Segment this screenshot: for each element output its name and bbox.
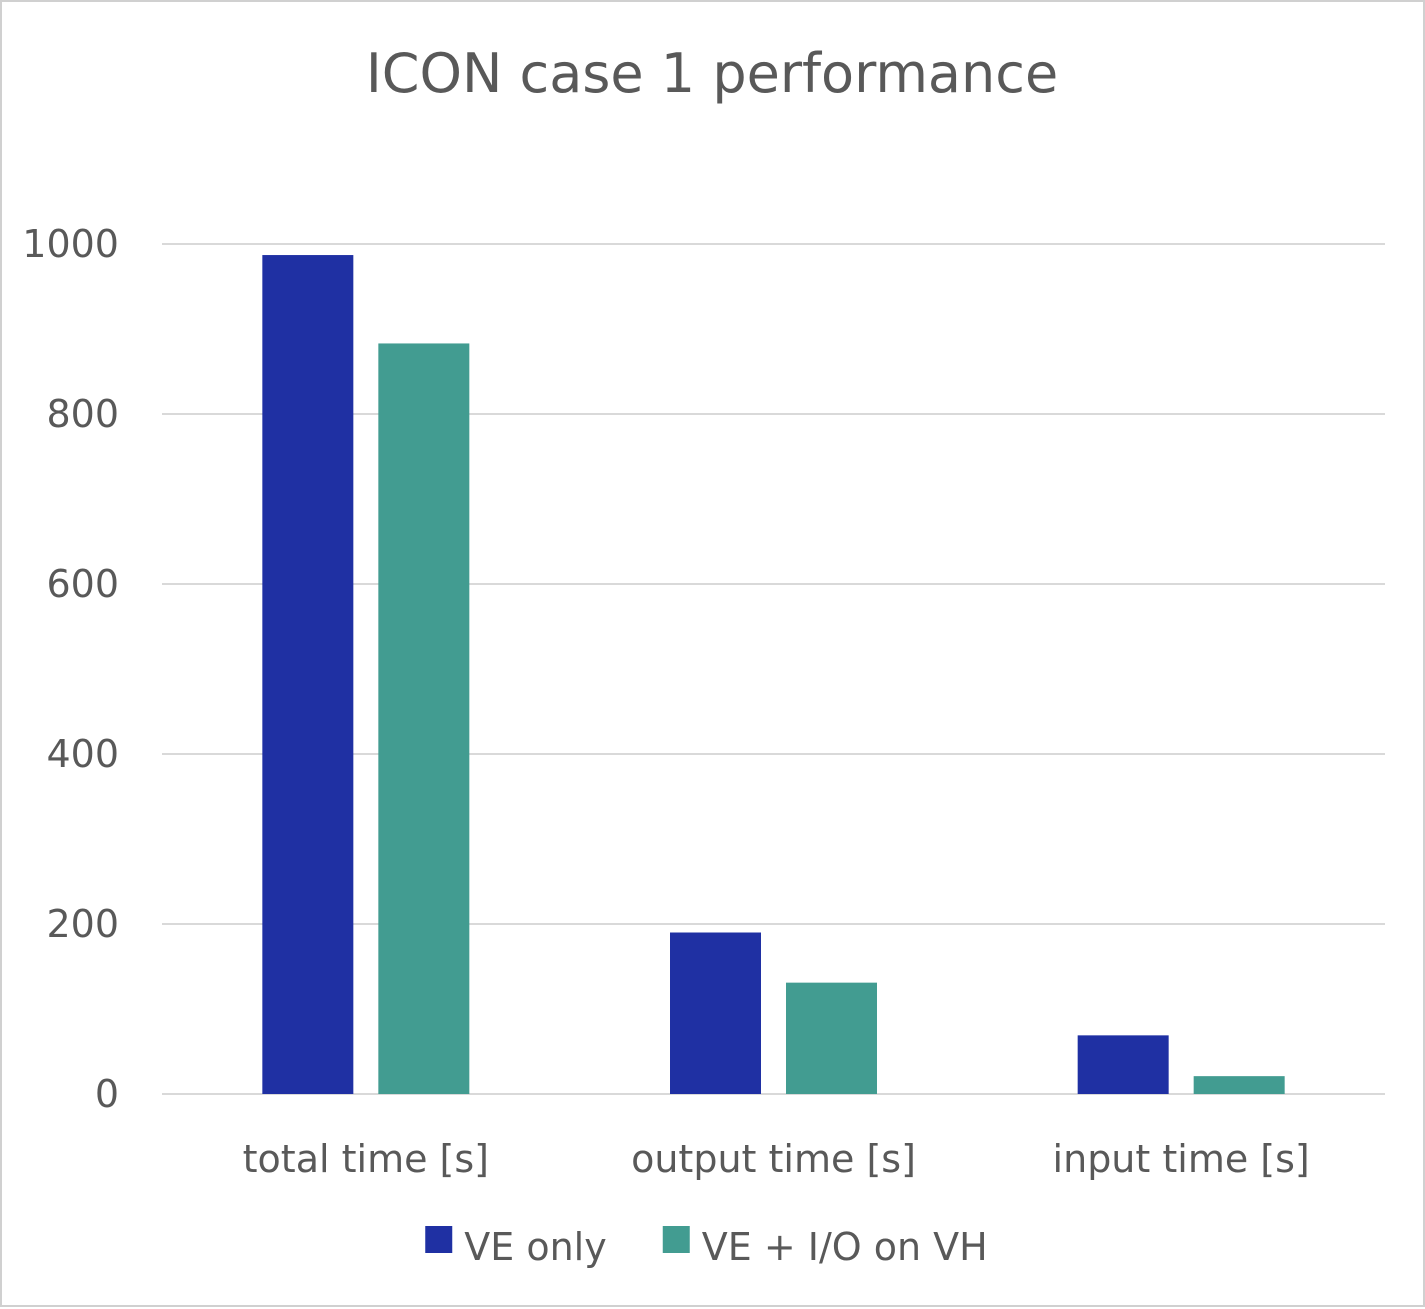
x-category-label: total time [s]	[243, 1137, 489, 1181]
y-tick-label: 0	[95, 1072, 119, 1116]
legend: VE only VE + I/O on VH	[425, 1225, 988, 1269]
y-tick-label: 400	[46, 732, 119, 776]
legend-swatch	[662, 1226, 690, 1253]
y-tick-label: 1000	[22, 222, 119, 266]
legend-swatch	[425, 1226, 453, 1253]
y-axis-ticks: 0 200 400 600 800 1000	[22, 222, 119, 1116]
x-category-label: output time [s]	[631, 1137, 916, 1181]
x-axis-categories: total time [s] output time [s] input time …	[243, 1137, 1310, 1181]
bar-ve-io-on-vh	[378, 343, 470, 1094]
bar-ve-only	[1077, 1035, 1169, 1094]
y-tick-label: 200	[46, 902, 119, 946]
bar-ve-io-on-vh	[1193, 1076, 1285, 1094]
legend-label: VE + I/O on VH	[702, 1225, 988, 1269]
bar-ve-io-on-vh	[786, 982, 877, 1094]
chart-title: ICON case 1 performance	[366, 42, 1058, 105]
y-tick-label: 800	[46, 392, 119, 436]
bar-ve-only	[670, 932, 761, 1094]
x-category-label: input time [s]	[1053, 1137, 1310, 1181]
y-tick-label: 600	[46, 562, 119, 606]
bars	[262, 255, 1285, 1095]
legend-label: VE only	[464, 1225, 606, 1269]
gridlines	[162, 243, 1385, 1095]
bar-ve-only	[262, 255, 354, 1095]
